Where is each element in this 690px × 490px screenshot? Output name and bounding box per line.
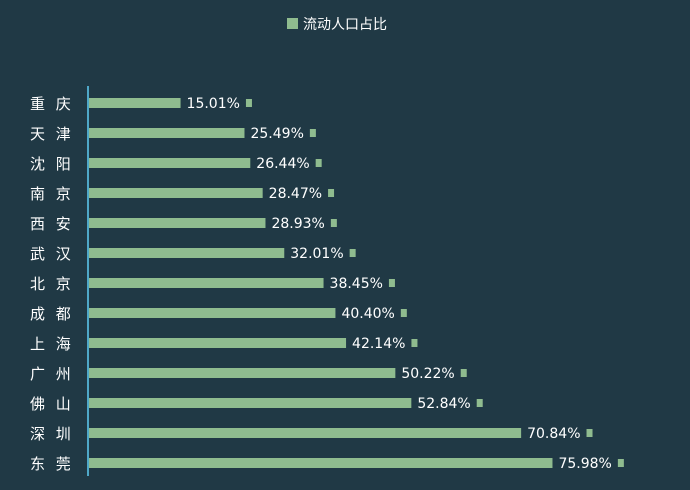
bar	[89, 278, 324, 288]
value-label: 32.01%	[290, 246, 343, 262]
category-label: 深 圳	[30, 425, 74, 443]
value-marker	[460, 369, 467, 377]
value-label: 42.14%	[352, 336, 405, 352]
legend: 流动人口占比	[287, 17, 387, 33]
category-label: 武 汉	[30, 245, 74, 263]
value-marker	[388, 279, 395, 287]
value-label: 40.40%	[341, 306, 394, 322]
category-label: 天 津	[30, 125, 74, 143]
value-marker	[245, 99, 252, 107]
value-label: 25.49%	[250, 126, 303, 142]
bar	[89, 458, 553, 468]
category-label: 佛 山	[30, 395, 74, 413]
value-label: 28.93%	[271, 216, 324, 232]
bar	[89, 188, 263, 198]
bar	[89, 368, 396, 378]
value-label: 26.44%	[256, 156, 309, 172]
value-marker	[586, 429, 593, 437]
value-marker	[476, 399, 483, 407]
category-label: 西 安	[30, 215, 74, 233]
bar	[89, 308, 336, 318]
category-label: 重 庆	[30, 95, 74, 113]
bar	[89, 338, 347, 348]
bar	[89, 98, 181, 108]
value-marker	[328, 189, 335, 197]
value-label: 15.01%	[187, 96, 240, 112]
bar	[89, 218, 266, 228]
category-label: 南 京	[30, 185, 74, 203]
value-label: 38.45%	[330, 276, 383, 292]
bar	[89, 128, 245, 138]
value-marker	[330, 219, 337, 227]
category-label: 沈 阳	[30, 155, 74, 173]
value-marker	[349, 249, 356, 257]
value-label: 50.22%	[401, 366, 454, 382]
value-marker	[617, 459, 624, 467]
value-marker	[315, 159, 322, 167]
legend-label: 流动人口占比	[303, 17, 387, 33]
value-marker	[400, 309, 407, 317]
value-marker	[411, 339, 418, 347]
value-label: 75.98%	[558, 456, 611, 472]
bars: 重 庆 15.01% 天 津 25.49% 沈 阳 26.44% 南 京 28.47% 西 安 2…	[30, 95, 624, 473]
category-label: 上 海	[30, 335, 74, 353]
value-label: 52.84%	[417, 396, 470, 412]
bar	[89, 428, 522, 438]
bar	[89, 158, 251, 168]
value-label: 70.84%	[527, 426, 580, 442]
value-marker	[309, 129, 316, 137]
category-label: 广 州	[30, 365, 74, 383]
bar	[89, 248, 285, 258]
category-label: 东 莞	[30, 455, 74, 473]
legend-swatch	[287, 18, 298, 29]
category-label: 成 都	[30, 305, 74, 323]
bar	[89, 398, 412, 408]
value-label: 28.47%	[269, 186, 322, 202]
category-label: 北 京	[30, 275, 74, 293]
